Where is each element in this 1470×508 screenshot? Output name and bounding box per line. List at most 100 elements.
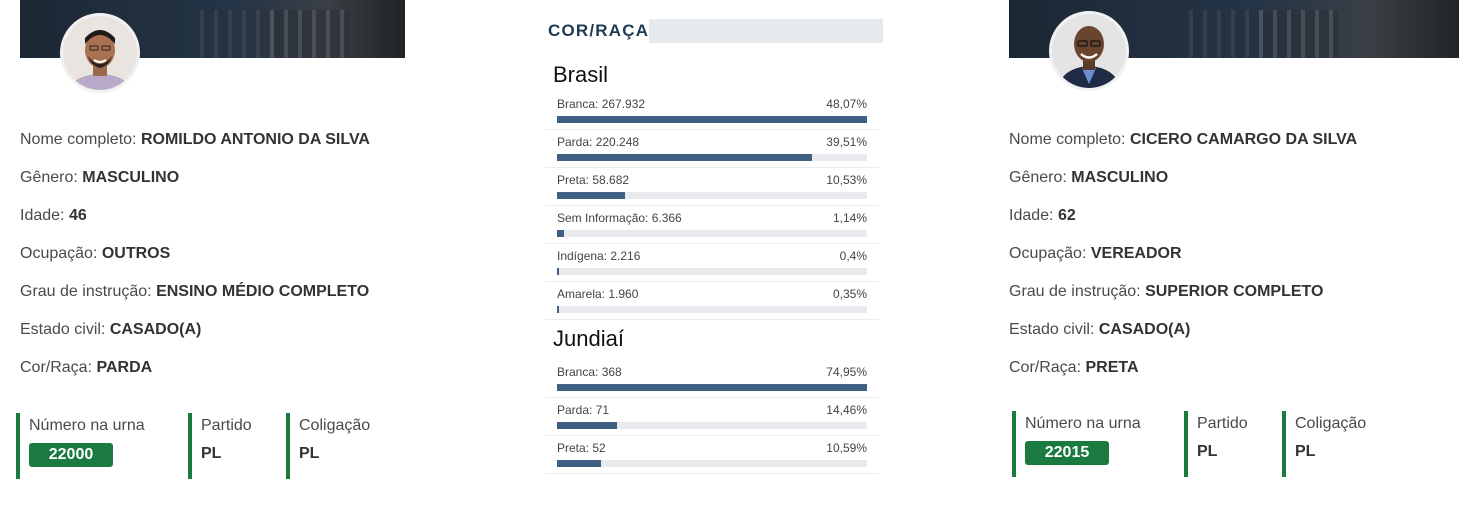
field-label: Ocupação: — [20, 245, 98, 262]
coligacao-value: PL — [1295, 443, 1316, 460]
banner-building — [200, 10, 280, 58]
candidate-summary: Número na urna 22015 Partido PL Coligaçã… — [1012, 411, 1392, 477]
field-estado-civil: Estado civil: CASADO(A) — [20, 318, 370, 356]
stat-percent: 0,35% — [832, 287, 867, 301]
stat-label: Branca: 368 — [557, 365, 622, 379]
stat-label: Preta: 58.682 — [557, 173, 630, 187]
numero-urna-label: Número na urna — [1025, 415, 1141, 432]
stat-label: Preta: 52 — [557, 441, 606, 455]
field-grau-instrucao: Grau de instrução: ENSINO MÉDIO COMPLETO — [20, 280, 370, 318]
stat-bar-fill — [557, 460, 601, 467]
candidate-card-2: Nome completo: CICERO CAMARGO DA SILVA G… — [1009, 0, 1459, 508]
stat-bar-track — [557, 154, 867, 161]
field-value: 62 — [1057, 207, 1076, 224]
field-value: SUPERIOR COMPLETO — [1145, 283, 1324, 300]
partido-value: PL — [201, 445, 222, 462]
section-title: COR/RAÇA — [548, 21, 650, 40]
stat-percent: 39,51% — [826, 135, 867, 149]
stat-bar-fill — [557, 116, 867, 123]
field-label: Estado civil: — [20, 321, 106, 338]
section-title-bar — [649, 19, 883, 43]
field-label: Gênero: — [20, 169, 78, 186]
field-value: MASCULINO — [1071, 169, 1169, 186]
partido-label: Partido — [1197, 415, 1248, 432]
stat-item: Parda: 71 14,46% — [545, 398, 879, 436]
numero-urna-box: Número na urna 22000 — [16, 413, 188, 479]
field-label: Nome completo: — [1009, 131, 1126, 148]
stat-percent: 10,59% — [826, 441, 867, 455]
stat-label: Indígena: 2.216 — [557, 249, 641, 263]
numero-urna-label: Número na urna — [29, 417, 145, 434]
stat-percent: 74,95% — [826, 365, 867, 379]
field-label: Nome completo: — [20, 131, 137, 148]
stat-bar-track — [557, 230, 867, 237]
candidate-avatar — [1049, 11, 1129, 91]
field-label: Idade: — [1009, 207, 1054, 224]
stat-bar-fill — [557, 384, 867, 391]
candidate-info: Nome completo: ROMILDO ANTONIO DA SILVA … — [20, 128, 370, 394]
field-value: MASCULINO — [82, 169, 180, 186]
stat-item: Branca: 368 74,95% — [545, 360, 879, 398]
stat-label: Branca: 267.932 — [557, 97, 646, 111]
stat-bar-fill — [557, 306, 560, 313]
banner-building — [270, 10, 350, 58]
stat-item: Branca: 267.932 48,07% — [545, 92, 879, 130]
stat-bar-track — [557, 192, 867, 199]
stat-item: Parda: 220.248 39,51% — [545, 130, 879, 168]
banner-building — [1259, 10, 1339, 58]
candidate-avatar — [60, 13, 140, 93]
stat-bar-track — [557, 384, 867, 391]
region-title-brasil: Brasil — [553, 62, 609, 87]
stat-item: Preta: 52 10,59% — [545, 436, 879, 474]
field-ocupacao: Ocupação: OUTROS — [20, 242, 370, 280]
field-nome-completo: Nome completo: ROMILDO ANTONIO DA SILVA — [20, 128, 370, 166]
stat-percent: 48,07% — [826, 97, 867, 111]
stat-percent: 0,4% — [839, 249, 867, 263]
stat-bar-fill — [557, 422, 617, 429]
field-value: OUTROS — [101, 245, 171, 262]
field-label: Cor/Raça: — [1009, 359, 1082, 376]
field-label: Grau de instrução: — [20, 283, 152, 300]
stat-bar-fill — [557, 268, 560, 275]
stat-item: Indígena: 2.216 0,4% — [545, 244, 879, 282]
field-idade: Idade: 46 — [20, 204, 370, 242]
coligacao-label: Coligação — [1295, 415, 1367, 432]
coligacao-box: Coligação PL — [286, 413, 396, 479]
stat-percent: 14,46% — [826, 403, 867, 417]
candidate-summary: Número na urna 22000 Partido PL Coligaçã… — [16, 413, 396, 479]
stat-item: Sem Informação: 6.366 1,14% — [545, 206, 879, 244]
field-value: ROMILDO ANTONIO DA SILVA — [140, 131, 370, 148]
candidate-card-1: Nome completo: ROMILDO ANTONIO DA SILVA … — [16, 0, 460, 508]
stat-label: Amarela: 1.960 — [557, 287, 639, 301]
field-label: Idade: — [20, 207, 65, 224]
field-ocupacao: Ocupação: VEREADOR — [1009, 242, 1357, 280]
stat-bar-track — [557, 422, 867, 429]
field-value: VEREADOR — [1090, 245, 1182, 262]
person-photo-icon — [63, 16, 137, 90]
person-photo-icon — [1052, 14, 1126, 88]
field-value: CASADO(A) — [109, 321, 202, 338]
partido-value: PL — [1197, 443, 1218, 460]
stat-label: Sem Informação: 6.366 — [557, 211, 682, 225]
field-cor-raca: Cor/Raça: PARDA — [20, 356, 370, 394]
stat-bar-track — [557, 268, 867, 275]
stat-percent: 1,14% — [832, 211, 867, 225]
partido-label: Partido — [201, 417, 252, 434]
stats-list-jundiai: Branca: 368 74,95% Parda: 71 14,46% Preta: 5… — [545, 360, 879, 474]
section-header: COR/RAÇA — [545, 18, 883, 44]
field-grau-instrucao: Grau de instrução: SUPERIOR COMPLETO — [1009, 280, 1357, 318]
region-title-jundiai: Jundiaí — [553, 326, 624, 351]
partido-box: Partido PL — [1184, 411, 1282, 477]
field-label: Ocupação: — [1009, 245, 1087, 262]
partido-box: Partido PL — [188, 413, 286, 479]
field-estado-civil: Estado civil: CASADO(A) — [1009, 318, 1357, 356]
stat-bar-track — [557, 306, 867, 313]
field-value: ENSINO MÉDIO COMPLETO — [156, 283, 370, 300]
stat-bar-fill — [557, 230, 565, 237]
banner-building — [1189, 10, 1269, 58]
numero-urna-badge: 22015 — [1025, 441, 1109, 465]
coligacao-value: PL — [299, 445, 320, 462]
field-label: Gênero: — [1009, 169, 1067, 186]
stat-bar-fill — [557, 154, 812, 161]
stat-item: Preta: 58.682 10,53% — [545, 168, 879, 206]
